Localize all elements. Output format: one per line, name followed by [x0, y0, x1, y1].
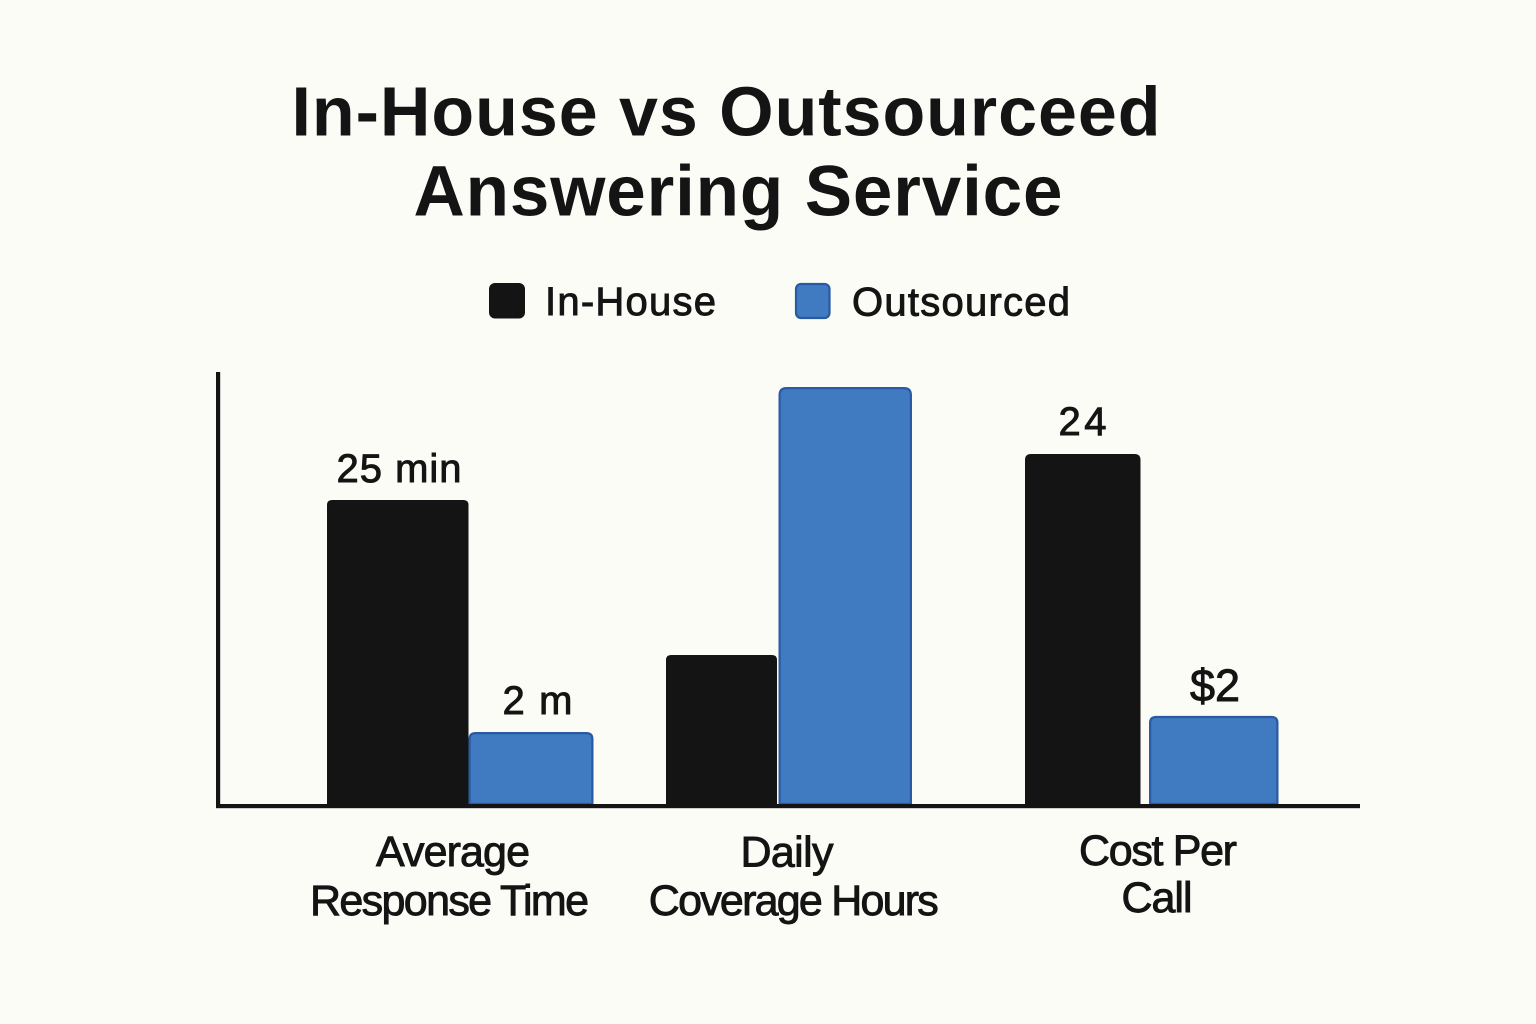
svg-text:25 min: 25 min: [337, 447, 462, 491]
svg-text:Answering Service: Answering Service: [414, 153, 1063, 232]
svg-text:Daily: Daily: [741, 829, 835, 877]
svg-text:Outsourced: Outsourced: [852, 281, 1070, 325]
svg-text:Cost Per: Cost Per: [1079, 827, 1237, 875]
svg-text:Average: Average: [376, 828, 530, 876]
svg-text:$2: $2: [1190, 660, 1240, 711]
svg-text:Response Time: Response Time: [310, 877, 589, 925]
svg-text:Call: Call: [1122, 874, 1193, 922]
svg-text:In-House: In-House: [545, 280, 716, 324]
svg-text:Coverage Hours: Coverage Hours: [649, 877, 939, 925]
svg-text:In-House vs Outsourceed: In-House vs Outsourceed: [292, 73, 1161, 151]
svg-text:2 m: 2 m: [503, 679, 573, 723]
